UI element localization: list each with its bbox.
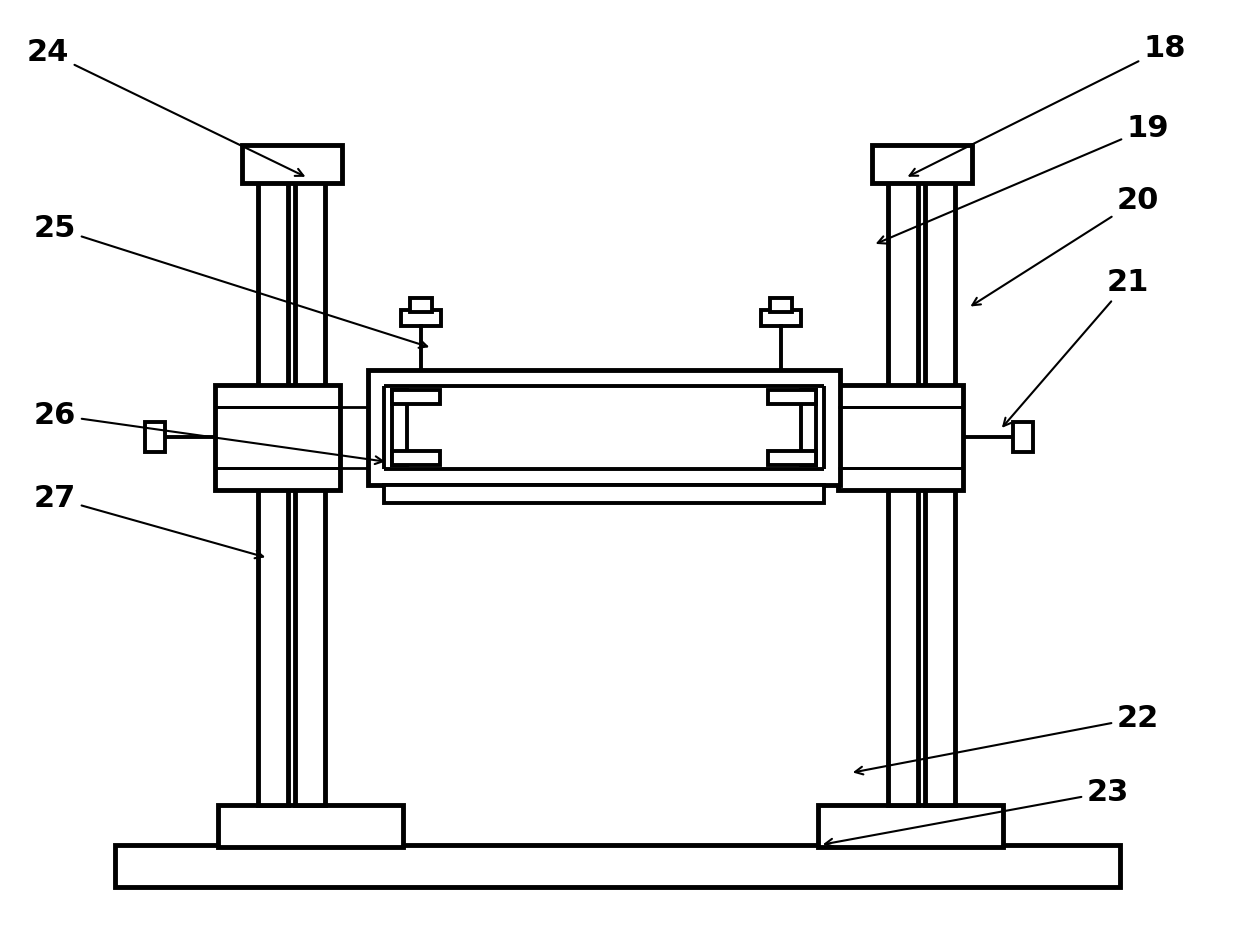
Bar — [384, 485, 825, 503]
Bar — [925, 178, 955, 805]
Bar — [258, 178, 288, 805]
Bar — [770, 298, 792, 312]
Bar — [218, 805, 403, 847]
Bar — [401, 310, 441, 326]
Bar — [115, 845, 1120, 887]
Bar — [761, 310, 801, 326]
Bar — [1013, 422, 1033, 452]
Text: 25: 25 — [33, 213, 427, 348]
Bar — [768, 451, 816, 465]
Text: 27: 27 — [33, 484, 263, 558]
Text: 19: 19 — [878, 114, 1169, 243]
Bar — [368, 370, 839, 485]
Bar — [410, 298, 432, 312]
Text: 24: 24 — [27, 38, 304, 176]
Text: 26: 26 — [33, 401, 383, 464]
Bar — [392, 451, 440, 465]
Bar — [392, 390, 440, 404]
Bar — [838, 385, 963, 490]
Text: 21: 21 — [1003, 267, 1149, 426]
Bar — [801, 390, 816, 465]
Bar — [215, 385, 340, 490]
Bar — [145, 422, 165, 452]
Text: 18: 18 — [910, 33, 1187, 176]
Bar — [818, 805, 1003, 847]
Bar — [384, 386, 825, 469]
Bar — [872, 145, 972, 183]
Bar — [392, 390, 407, 465]
Bar — [242, 145, 342, 183]
Text: 22: 22 — [856, 704, 1159, 775]
Bar — [888, 178, 918, 805]
Bar — [768, 390, 816, 404]
Text: 20: 20 — [972, 186, 1159, 305]
Text: 23: 23 — [825, 777, 1130, 847]
Bar — [295, 178, 325, 805]
